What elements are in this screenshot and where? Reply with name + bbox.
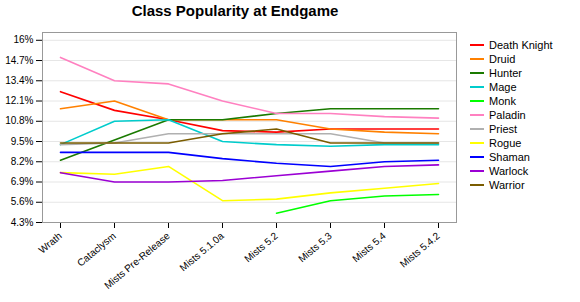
html-text:Warrior: Warrior bbox=[489, 179, 525, 191]
svg-text:10.8%: 10.8% bbox=[5, 115, 33, 126]
svg-text:Mists Pre-Release: Mists Pre-Release bbox=[102, 230, 172, 291]
svg-text:Mists 5.4.2: Mists 5.4.2 bbox=[398, 230, 442, 270]
svg-text:12.1%: 12.1% bbox=[5, 95, 33, 106]
svg-text:5.6%: 5.6% bbox=[11, 196, 34, 207]
svg-text:6.9%: 6.9% bbox=[11, 176, 34, 187]
html-text:Rogue: Rogue bbox=[489, 137, 522, 149]
svg-text:Mists 5.3: Mists 5.3 bbox=[296, 230, 334, 264]
svg-text:Mists 5.1.0a: Mists 5.1.0a bbox=[177, 230, 226, 273]
html-text:Class Popularity at Endgame: Class Popularity at Endgame bbox=[131, 2, 339, 19]
html-text:Death Knight: Death Knight bbox=[489, 39, 553, 51]
svg-text:13.4%: 13.4% bbox=[5, 75, 33, 86]
svg-text:9.5%: 9.5% bbox=[11, 136, 34, 147]
svg-text:Mists 5.4: Mists 5.4 bbox=[350, 230, 388, 264]
html-text:Monk: Monk bbox=[489, 95, 516, 107]
html-text:Warlock: Warlock bbox=[489, 165, 529, 177]
html-text:Mage: Mage bbox=[489, 81, 517, 93]
svg-text:8.2%: 8.2% bbox=[11, 156, 34, 167]
svg-text:Mists 5.2: Mists 5.2 bbox=[242, 230, 280, 264]
html-text:Druid: Druid bbox=[489, 53, 516, 65]
svg-text:Wrath: Wrath bbox=[36, 230, 63, 255]
html-text:Shaman: Shaman bbox=[489, 151, 530, 163]
svg-text:14.7%: 14.7% bbox=[5, 55, 33, 66]
svg-text:4.3%: 4.3% bbox=[11, 217, 34, 228]
html-text:Priest: Priest bbox=[489, 123, 518, 135]
html-text:Hunter: Hunter bbox=[489, 67, 522, 79]
html-text:Paladin: Paladin bbox=[489, 109, 526, 121]
svg-text:Cataclysm: Cataclysm bbox=[75, 230, 118, 268]
svg-text:16%: 16% bbox=[13, 34, 33, 45]
